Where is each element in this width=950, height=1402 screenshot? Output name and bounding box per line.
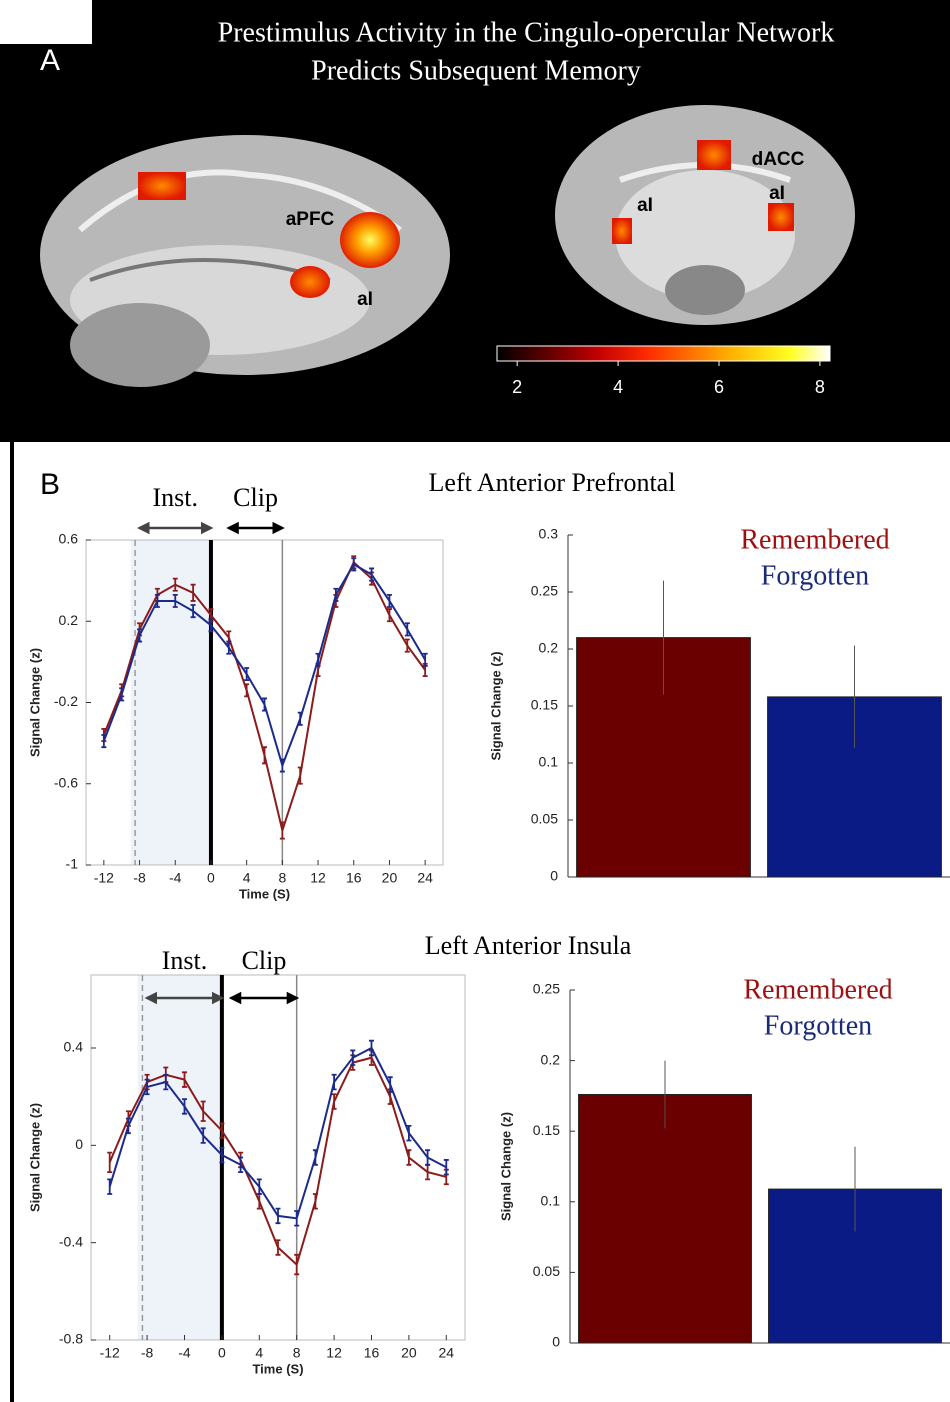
y-axis-label: Signal Change (z) (27, 1103, 42, 1212)
y-axis-label: Signal Change (z) (27, 648, 42, 757)
region-label: aI (637, 195, 653, 216)
y-tick-label: 0.2 (539, 640, 559, 656)
legend-label: Forgotten (761, 560, 869, 591)
y-tick-label: 0.25 (531, 583, 558, 599)
label-box (0, 0, 92, 44)
x-tick-label: -12 (94, 870, 114, 886)
colorbar-tick-label: 8 (815, 377, 825, 397)
y-axis-label: Signal Change (z) (488, 651, 503, 760)
y-tick-label: 0.05 (531, 811, 558, 827)
annotation-label: Clip (242, 946, 287, 975)
y-tick-label: 0 (550, 868, 558, 884)
x-tick-label: 20 (401, 1345, 417, 1361)
legend-label: Remembered (740, 524, 889, 555)
x-tick-label: 8 (293, 1345, 301, 1361)
x-tick-label: -8 (133, 870, 146, 886)
panel-label: A (40, 44, 60, 77)
shaded-window (131, 540, 211, 865)
x-tick-label: 0 (218, 1345, 226, 1361)
legend-label: Forgotten (764, 1010, 872, 1041)
y-tick-label: -0.8 (59, 1331, 83, 1347)
panel-b-border (10, 442, 14, 1402)
legend-label: Remembered (743, 974, 892, 1005)
x-tick-label: -8 (141, 1345, 154, 1361)
shaded-window (138, 975, 222, 1340)
x-axis-label: Time (S) (252, 1361, 303, 1376)
x-tick-label: 4 (243, 870, 251, 886)
y-tick-label: -1 (66, 856, 79, 872)
coronal-brain (555, 105, 855, 325)
region-label: dACC (752, 149, 805, 170)
x-tick-label: -4 (178, 1345, 191, 1361)
y-tick-label: 0.6 (59, 531, 79, 547)
colorbar-tick-label: 6 (714, 377, 724, 397)
panel-title: Prestimulus Activity in the Cingulo-oper… (218, 17, 835, 48)
y-tick-label: 0.4 (64, 1039, 84, 1055)
y-tick-label: -0.2 (54, 693, 78, 709)
y-axis-label: Signal Change (z) (498, 1112, 513, 1221)
error-bar (107, 1153, 112, 1172)
y-tick-label: 0.1 (541, 1193, 561, 1209)
annotation-label: Inst. (153, 483, 199, 512)
x-tick-label: 24 (417, 870, 433, 886)
region-label: aI (769, 183, 785, 204)
annotation-label: Inst. (162, 946, 208, 975)
y-tick-label: 0.3 (539, 526, 559, 542)
colorbar-tick-label: 4 (613, 377, 623, 397)
y-tick-label: -0.6 (54, 774, 78, 790)
bar (579, 1094, 752, 1343)
y-tick-label: 0.2 (59, 612, 79, 628)
region-label: aI (357, 289, 373, 310)
x-tick-label: -4 (169, 870, 182, 886)
panel-label: B (40, 468, 60, 501)
chart-title: Left Anterior Insula (425, 931, 632, 960)
colorbar (497, 346, 830, 361)
figure: A Prestimulus Activity in the Cingulo-op… (0, 0, 950, 1402)
y-tick-label: 0 (552, 1334, 560, 1350)
y-tick-label: -0.4 (59, 1233, 83, 1249)
x-tick-label: -12 (100, 1345, 120, 1361)
x-axis-label: Time (S) (239, 886, 290, 901)
y-tick-label: 0.2 (541, 1051, 561, 1067)
chart-title: Left Anterior Prefrontal (429, 468, 676, 497)
x-tick-label: 0 (207, 870, 215, 886)
x-tick-label: 4 (255, 1345, 263, 1361)
x-tick-label: 24 (439, 1345, 455, 1361)
x-tick-label: 20 (382, 870, 398, 886)
error-bar (257, 1179, 262, 1194)
y-tick-label: 0.1 (539, 754, 559, 770)
y-tick-label: 0 (75, 1136, 83, 1152)
y-tick-label: 0.15 (531, 697, 558, 713)
panel-title: Predicts Subsequent Memory (311, 55, 641, 86)
x-tick-label: 12 (326, 1345, 342, 1361)
x-tick-label: 16 (364, 1345, 380, 1361)
y-tick-label: 0.25 (533, 981, 560, 997)
y-tick-label: 0.15 (533, 1122, 560, 1138)
x-tick-label: 16 (346, 870, 362, 886)
y-tick-label: 0.05 (533, 1263, 560, 1279)
x-tick-label: 12 (310, 870, 326, 886)
region-label: aPFC (286, 209, 335, 230)
annotation-label: Clip (233, 483, 278, 512)
colorbar-tick-label: 2 (512, 377, 522, 397)
x-tick-label: 8 (278, 870, 286, 886)
